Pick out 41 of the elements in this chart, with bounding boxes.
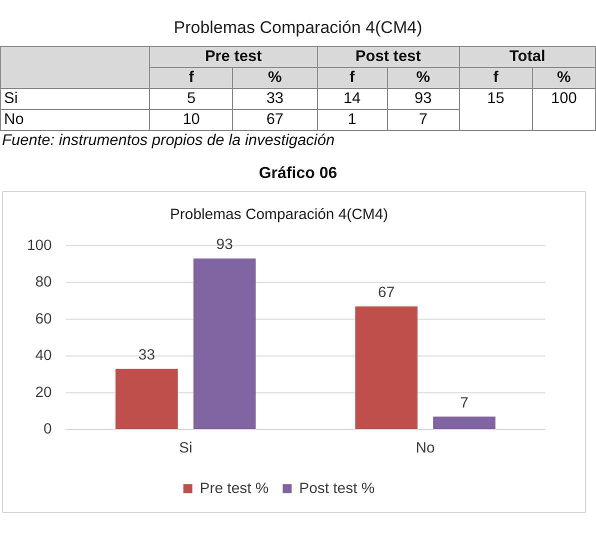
- y-tick-label: 80: [35, 274, 52, 291]
- text: %: [268, 69, 282, 86]
- text: Problemas Comparación 4(CM4): [172, 17, 424, 39]
- y-tick-label: 100: [26, 236, 52, 254]
- data-label: 93: [216, 236, 233, 254]
- text: 93: [414, 90, 432, 107]
- text: Post test: [355, 48, 421, 65]
- y-tick-label: 60: [35, 310, 52, 328]
- text: Si: [4, 90, 18, 107]
- bar: [116, 368, 178, 430]
- text: %: [557, 69, 571, 86]
- text: No: [4, 111, 24, 128]
- text: 67: [266, 111, 284, 128]
- data-label: 67: [378, 284, 395, 302]
- data-label: 33: [138, 346, 156, 364]
- source-note: Fuente: instrumentos propios de la investigación: [1, 131, 336, 151]
- chart-title: Gráfico 06: [258, 165, 338, 184]
- y-tick-label: 40: [35, 347, 52, 364]
- text: f: [493, 69, 498, 86]
- bar: [433, 416, 496, 430]
- y-tick-label: 20: [35, 384, 52, 401]
- text: 7: [418, 111, 428, 128]
- text: Total: [509, 48, 546, 65]
- text: %: [416, 69, 430, 86]
- data-label: 7: [460, 394, 468, 412]
- text: 100: [550, 90, 577, 107]
- bar: [193, 258, 256, 430]
- text: 15: [487, 90, 504, 107]
- text: 10: [182, 111, 200, 128]
- text: 5: [187, 90, 196, 107]
- legend-label: Post test %: [299, 480, 375, 497]
- text: 33: [266, 90, 284, 107]
- text: f: [349, 69, 355, 86]
- y-tick-label: 0: [44, 420, 52, 438]
- text: 14: [343, 90, 361, 107]
- chart-subtitle: Problemas Comparación 4(CM4): [170, 206, 388, 223]
- bar: [355, 306, 418, 430]
- legend-label: Pre test %: [200, 480, 269, 497]
- text: 1: [348, 111, 356, 128]
- text: f: [188, 69, 194, 86]
- text: Pre test: [204, 48, 262, 65]
